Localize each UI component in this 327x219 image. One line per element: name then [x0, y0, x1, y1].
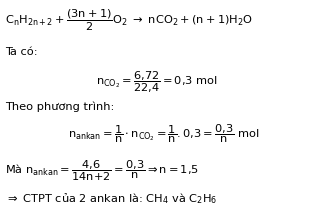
Text: Ta có:: Ta có:: [5, 47, 37, 57]
Text: Theo phương trình:: Theo phương trình:: [5, 102, 114, 112]
Text: $\mathrm{n_{CO_2} = \dfrac{6{,}72}{22{,}4} = 0{,}3 \ mol}$: $\mathrm{n_{CO_2} = \dfrac{6{,}72}{22{,}…: [96, 69, 218, 95]
Text: $\mathrm{n_{ankan} = \dfrac{1}{n} \cdot n_{CO_2} = \dfrac{1}{n}{.}0{,}3 = \dfrac: $\mathrm{n_{ankan} = \dfrac{1}{n} \cdot …: [67, 122, 260, 145]
Text: $\Rightarrow$ CTPT của 2 ankan là: $\mathrm{CH_4}$ và $\mathrm{C_2H_6}$: $\Rightarrow$ CTPT của 2 ankan là: $\mat…: [5, 192, 217, 207]
Text: Mà $\mathrm{n_{ankan}{=} \dfrac{4{,}6}{14n{+}2} = \dfrac{0{,}3}{n} \Rightarrow n: Mà $\mathrm{n_{ankan}{=} \dfrac{4{,}6}{1…: [5, 158, 199, 183]
Text: $\mathrm{C_nH_{2n+2} + \dfrac{(3n+1)}{2}O_2 \ \rightarrow \ nCO_2 + (n+1)H_2O}$: $\mathrm{C_nH_{2n+2} + \dfrac{(3n+1)}{2}…: [5, 8, 253, 34]
